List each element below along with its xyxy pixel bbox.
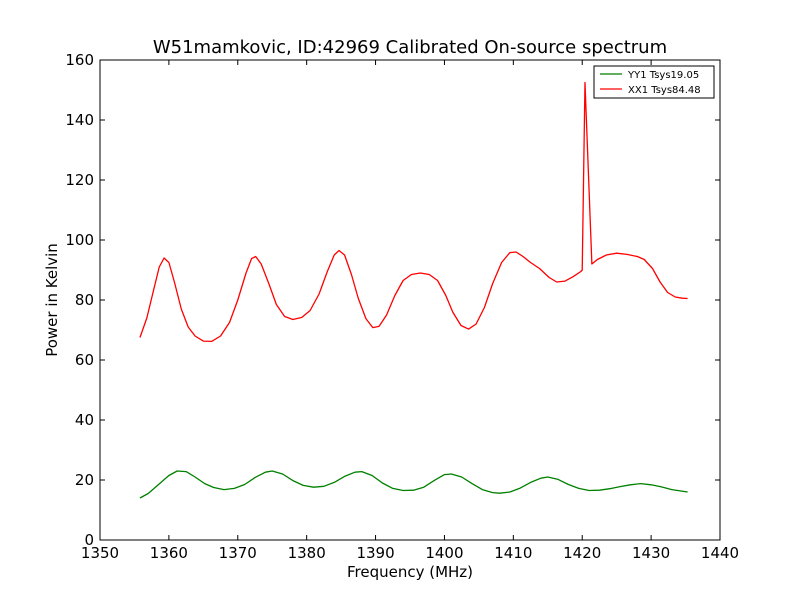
x-axis-label: Frequency (MHz) (347, 563, 473, 581)
y-tick-label: 100 (65, 231, 94, 249)
x-tick-label: 1360 (150, 544, 188, 562)
y-tick-label: 160 (65, 51, 94, 69)
x-tick-label: 1440 (701, 544, 739, 562)
legend: YY1 Tsys19.05 XX1 Tsys84.48 (593, 65, 715, 99)
y-tick-label: 60 (75, 351, 94, 369)
y-tick-label: 120 (65, 171, 94, 189)
y-tick-label: 80 (75, 291, 94, 309)
series-line-xx1 (139, 81, 688, 343)
x-tick-label: 1420 (563, 544, 601, 562)
x-tick-label: 1370 (219, 544, 257, 562)
y-tick-label: 140 (65, 111, 94, 129)
y-tick-label: 20 (75, 471, 94, 489)
y-tick-label: 40 (75, 411, 94, 429)
y-axis-label: Power in Kelvin (43, 243, 61, 357)
series-line-yy1 (139, 470, 688, 499)
legend-label-xx1: XX1 Tsys84.48 (628, 85, 701, 96)
chart-title: W51mamkovic, ID:42969 Calibrated On-sour… (153, 37, 667, 58)
x-tick-label: 1400 (425, 544, 463, 562)
x-tick-label: 1390 (356, 544, 394, 562)
x-tick-label: 1410 (494, 544, 532, 562)
x-tick-label: 1350 (81, 544, 119, 562)
x-tick-label: 1430 (632, 544, 670, 562)
legend-label-yy1: YY1 Tsys19.05 (627, 70, 699, 81)
plot-frame (99, 59, 721, 541)
y-tick-label: 0 (84, 531, 94, 549)
legend-box (593, 65, 715, 99)
x-tick-label: 1380 (288, 544, 326, 562)
